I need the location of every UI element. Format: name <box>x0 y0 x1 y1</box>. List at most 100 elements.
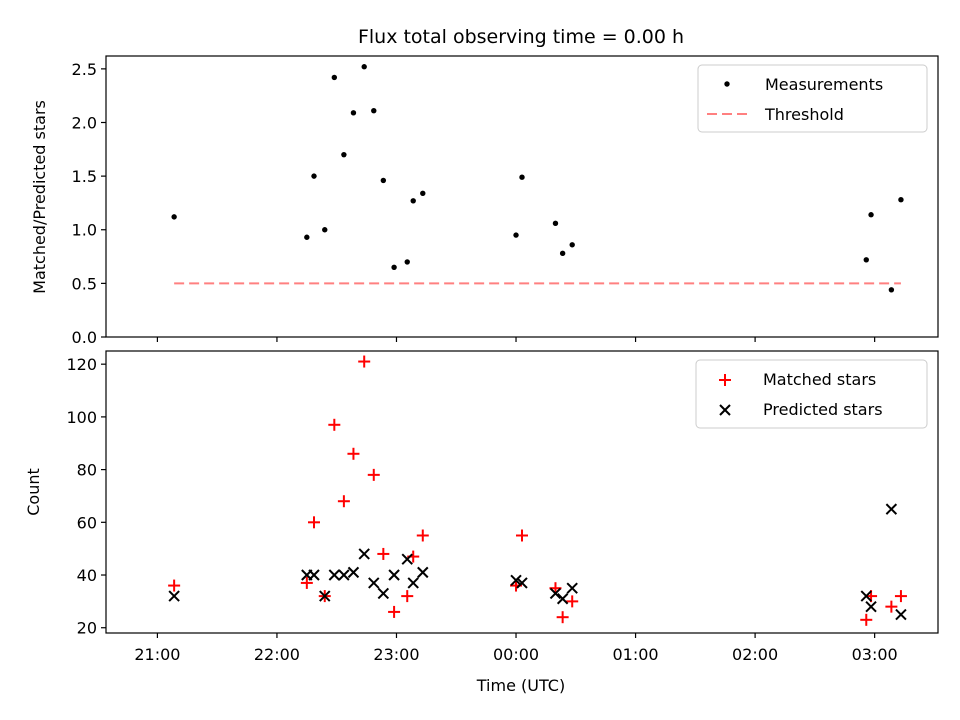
predicted-star-19 <box>860 590 872 602</box>
predicted-star-21 <box>885 503 898 515</box>
count-x-ticks: 21:00 22:00 23:00 00:00 01:00 02:00 03:00 <box>134 633 898 664</box>
measurement-point-15 <box>519 174 525 180</box>
measurement-point-9 <box>380 177 387 184</box>
matched-star-18 <box>566 595 579 608</box>
measurement-point-3 <box>322 227 328 233</box>
ratio-x-ticks <box>156 337 876 342</box>
matched-star-10 <box>388 605 401 618</box>
ratio-y-tick-label-4: 2.0 <box>72 113 97 132</box>
x-tick-label-6: 03:00 <box>852 645 898 664</box>
ratio-panel: 0.0 0.5 1.0 1.5 2.0 2.5 Matched/Predicted sta… <box>30 55 939 347</box>
matched-star-5 <box>337 495 350 508</box>
predicted-star-4 <box>328 569 341 581</box>
ratio-y-axis-label: Matched/Predicted stars <box>30 100 49 294</box>
measurement-point-20 <box>868 212 874 218</box>
predicted-star-17 <box>556 593 569 605</box>
legend-measurements-marker <box>724 81 730 87</box>
predicted-star-20 <box>865 600 877 613</box>
count-panel-frame <box>105 350 939 634</box>
matched-star-17 <box>556 611 569 624</box>
measurement-point-10 <box>391 264 397 270</box>
x-tick-label-3: 00:00 <box>493 645 539 664</box>
measurement-point-18 <box>569 242 575 248</box>
ratio-panel-frame <box>105 55 939 338</box>
matched-star-8 <box>367 468 380 481</box>
measurement-point-17 <box>559 250 566 257</box>
measurement-point-21 <box>888 287 895 293</box>
count-y-tick-label-1: 40 <box>77 566 97 585</box>
ratio-y-tick-label-2: 1.0 <box>72 221 97 240</box>
measurement-point-1 <box>304 234 310 240</box>
measurement-point-6 <box>350 110 357 116</box>
matched-star-1 <box>300 576 313 589</box>
ratio-legend: Measurements Threshold <box>697 64 928 133</box>
measurement-point-22 <box>898 197 904 203</box>
count-legend-box <box>695 359 928 429</box>
measurement-point-16 <box>552 220 559 227</box>
count-y-tick-label-0: 20 <box>77 619 97 638</box>
predicted-star-0 <box>168 590 180 602</box>
measurement-point-11 <box>404 259 410 265</box>
matched-star-6 <box>347 447 360 460</box>
measurement-point-7 <box>361 64 367 70</box>
ratio-y-tick-label-5: 2.5 <box>72 60 97 79</box>
matched-star-21 <box>885 600 898 613</box>
x-tick-label-2: 23:00 <box>373 645 419 664</box>
measurement-point-12 <box>410 198 416 204</box>
matched-star-13 <box>416 529 429 542</box>
matched-star-9 <box>377 547 390 560</box>
measurement-point-0 <box>171 214 177 220</box>
predicted-star-2 <box>308 569 320 581</box>
count-y-tick-label-4: 100 <box>66 408 97 427</box>
legend-matched-label: Matched stars <box>763 370 876 389</box>
count-y-tick-label-2: 60 <box>77 513 97 532</box>
matched-star-19 <box>860 613 873 626</box>
matched-star-0 <box>168 579 181 592</box>
predicted-star-9 <box>377 587 390 600</box>
predicted-star-5 <box>338 569 350 581</box>
x-axis-label: Time (UTC) <box>476 676 565 695</box>
predicted-star-8 <box>368 577 380 589</box>
predicted-star-16 <box>549 587 562 600</box>
predicted-star-18 <box>566 582 578 594</box>
matched-star-22 <box>894 590 907 603</box>
x-tick-label-4: 01:00 <box>613 645 659 664</box>
measurement-point-4 <box>331 74 338 81</box>
ratio-y-tick-label-3: 1.5 <box>72 167 97 186</box>
matched-star-2 <box>308 516 320 529</box>
count-y-tick-label-3: 80 <box>77 461 97 480</box>
predicted-star-11 <box>401 553 413 565</box>
count-y-axis-label: Count <box>24 468 43 516</box>
predicted-star-3 <box>319 590 331 602</box>
predicted-star-7 <box>358 548 370 560</box>
legend-threshold-label: Threshold <box>764 105 844 124</box>
predicted-star-10 <box>388 569 400 581</box>
x-tick-label-5: 02:00 <box>732 645 778 664</box>
count-panel: 20 40 60 80 100 120 21:00 22:00 23:00 00:00 01:00… <box>24 350 939 695</box>
measurement-point-19 <box>863 257 869 263</box>
count-points <box>168 355 907 626</box>
measurement-point-8 <box>371 107 377 114</box>
matched-star-11 <box>401 590 414 603</box>
matched-star-4 <box>328 418 341 431</box>
predicted-star-22 <box>895 608 907 621</box>
ratio-y-ticks: 0.0 0.5 1.0 1.5 2.0 2.5 <box>72 60 106 347</box>
ratio-y-tick-label-1: 0.5 <box>72 274 97 293</box>
legend-matched-marker <box>719 374 731 386</box>
predicted-star-15 <box>516 577 528 589</box>
measurement-point-2 <box>311 173 317 179</box>
legend-predicted-marker <box>719 404 731 416</box>
predicted-star-6 <box>347 566 360 579</box>
legend-predicted-label: Predicted stars <box>763 400 883 419</box>
count-y-ticks: 20 40 60 80 100 120 <box>66 355 106 638</box>
ratio-legend-box <box>697 64 928 133</box>
legend-measurements-label: Measurements <box>765 75 883 94</box>
matched-star-15 <box>516 529 528 542</box>
chart-title: Flux total observing time = 0.00 h <box>358 26 684 48</box>
ratio-y-tick-label-0: 0.0 <box>72 328 97 347</box>
count-y-tick-label-5: 120 <box>66 355 97 374</box>
x-tick-label-0: 21:00 <box>134 645 180 664</box>
predicted-star-12 <box>407 577 419 589</box>
matched-star-7 <box>358 355 371 368</box>
